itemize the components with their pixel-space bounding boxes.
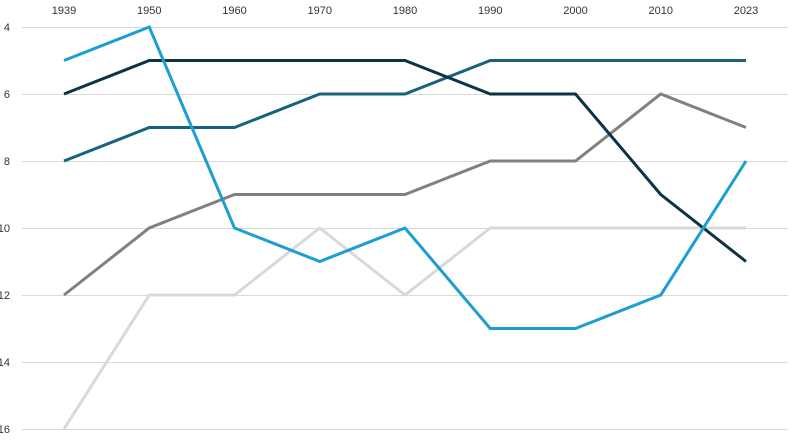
series-line-2 <box>63 92 747 297</box>
x-tick-label: 1960 <box>222 5 246 17</box>
y-tick-label: 14 <box>0 357 10 369</box>
x-tick-label: 2000 <box>563 5 587 17</box>
x-tick-label: 1990 <box>478 5 502 17</box>
y-tick-label: 4 <box>4 22 10 34</box>
y-tick-label: 6 <box>4 89 10 101</box>
x-tick-label: 1939 <box>52 5 76 17</box>
y-tick-label: 8 <box>4 156 10 168</box>
series-line-1 <box>62 226 746 430</box>
y-axis-tick-labels: 4 6 8 10 12 14 16 <box>0 22 10 436</box>
x-tick-label: 1980 <box>393 5 417 17</box>
x-axis-tick-labels: 1939 1950 1960 1970 1980 1990 2000 2010 2023 <box>52 5 758 17</box>
x-tick-label: 1970 <box>308 5 332 17</box>
y-tick-label: 10 <box>0 223 10 235</box>
series-lines <box>62 25 748 430</box>
x-tick-label: 2010 <box>649 5 673 17</box>
y-tick-label: 12 <box>0 290 10 302</box>
series-line-5 <box>63 25 748 330</box>
y-tick-label: 16 <box>0 424 10 436</box>
series-line-3 <box>63 59 746 163</box>
x-tick-label: 2023 <box>734 5 758 17</box>
x-tick-label: 1950 <box>137 5 161 17</box>
series-line-4 <box>63 59 747 263</box>
